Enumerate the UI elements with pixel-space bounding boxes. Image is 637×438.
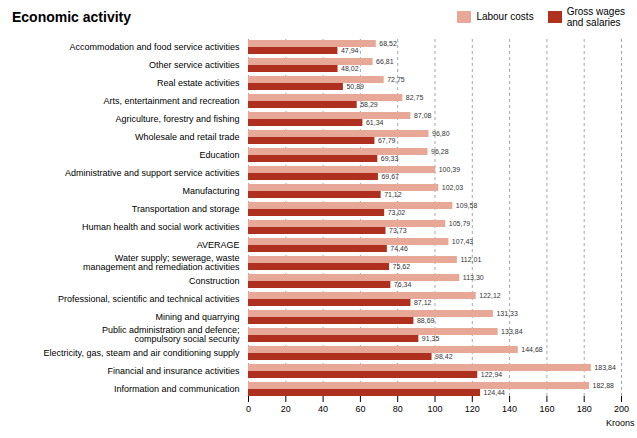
svg-text:82,75: 82,75 — [406, 94, 424, 101]
svg-text:66,81: 66,81 — [376, 58, 394, 65]
svg-text:61,34: 61,34 — [366, 119, 384, 126]
svg-text:72,75: 72,75 — [387, 76, 405, 83]
svg-text:67,79: 67,79 — [378, 137, 396, 144]
svg-text:50,89: 50,89 — [346, 83, 364, 90]
html-text:Economic activity: Economic activity — [12, 9, 131, 25]
svg-text:69,33: 69,33 — [381, 155, 399, 162]
svg-text:144,68: 144,68 — [521, 346, 543, 353]
svg-text:120: 120 — [465, 404, 480, 414]
svg-text:76,34: 76,34 — [394, 281, 412, 288]
svg-text:87,08: 87,08 — [414, 112, 432, 119]
svg-text:40: 40 — [318, 404, 328, 414]
svg-text:182,88: 182,88 — [593, 382, 615, 389]
svg-text:0: 0 — [246, 404, 251, 414]
svg-text:112,01: 112,01 — [460, 256, 481, 263]
svg-text:Real estate activities: Real estate activities — [157, 78, 240, 88]
html-text:Gross wages and salaries: Gross wages and salaries — [566, 5, 625, 28]
svg-text:88,69: 88,69 — [417, 317, 435, 324]
svg-text:47,94: 47,94 — [341, 47, 359, 54]
svg-text:Electricity, gas, steam and ai: Electricity, gas, steam and air conditio… — [44, 348, 240, 358]
svg-text:105,79: 105,79 — [449, 220, 471, 227]
svg-text:60: 60 — [355, 404, 365, 414]
svg-text:Education: Education — [199, 150, 239, 160]
svg-text:122,94: 122,94 — [481, 371, 503, 378]
svg-text:124,44: 124,44 — [484, 389, 506, 396]
svg-text:200: 200 — [614, 404, 629, 414]
svg-text:87,12: 87,12 — [414, 299, 432, 306]
svg-text:96,80: 96,80 — [432, 130, 450, 137]
svg-text:75,62: 75,62 — [393, 263, 411, 270]
svg-text:180: 180 — [577, 404, 592, 414]
svg-text:Professional, scientific and t: Professional, scientific and technical a… — [58, 294, 240, 304]
svg-text:107,43: 107,43 — [452, 238, 474, 245]
svg-text:20: 20 — [281, 404, 291, 414]
svg-text:Kroons: Kroons — [606, 418, 635, 428]
svg-text:Wholesale and retail trade: Wholesale and retail trade — [135, 132, 240, 142]
svg-text:109,58: 109,58 — [456, 202, 478, 209]
svg-text:Water supply; sewerage, wastem: Water supply; sewerage, wastemanagement … — [83, 253, 240, 272]
svg-text:58,29: 58,29 — [360, 101, 378, 108]
svg-text:Information and communication: Information and communication — [114, 384, 240, 394]
svg-text:71,12: 71,12 — [384, 191, 402, 198]
svg-text:Administrative and support ser: Administrative and support service activ… — [65, 168, 240, 178]
svg-text:74,46: 74,46 — [390, 245, 408, 252]
svg-text:Manufacturing: Manufacturing — [182, 186, 239, 196]
svg-text:100: 100 — [427, 404, 442, 414]
svg-text:Agriculture, forestry and fish: Agriculture, forestry and fishing — [115, 114, 239, 124]
svg-text:96,28: 96,28 — [431, 148, 449, 155]
svg-text:Construction: Construction — [189, 276, 240, 286]
svg-text:122,12: 122,12 — [479, 292, 501, 299]
svg-text:183,84: 183,84 — [594, 364, 616, 371]
svg-text:Other service activities: Other service activities — [149, 60, 240, 70]
svg-text:68,52: 68,52 — [379, 40, 397, 47]
svg-text:133,84: 133,84 — [501, 328, 523, 335]
svg-text:48,02: 48,02 — [341, 65, 359, 72]
svg-text:Transportation and storage: Transportation and storage — [132, 204, 240, 214]
svg-text:69,67: 69,67 — [381, 173, 399, 180]
svg-text:102,03: 102,03 — [442, 184, 464, 191]
svg-text:Public administration and defe: Public administration and defence;compul… — [102, 325, 240, 344]
svg-text:100,39: 100,39 — [439, 166, 461, 173]
svg-text:98,42: 98,42 — [435, 353, 453, 360]
svg-text:160: 160 — [539, 404, 554, 414]
svg-text:91,35: 91,35 — [422, 335, 440, 342]
svg-text:AVERAGE: AVERAGE — [197, 240, 240, 250]
svg-text:Financial and insurance activi: Financial and insurance activities — [107, 366, 240, 376]
svg-text:140: 140 — [502, 404, 517, 414]
svg-text:73,73: 73,73 — [389, 227, 407, 234]
svg-text:Arts, entertainment and recrea: Arts, entertainment and recreation — [103, 96, 239, 106]
svg-text:73,02: 73,02 — [388, 209, 406, 216]
svg-text:Mining and quarrying: Mining and quarrying — [155, 312, 239, 322]
svg-text:80: 80 — [393, 404, 403, 414]
svg-text:131,33: 131,33 — [496, 310, 518, 317]
svg-text:Human health and social work a: Human health and social work activities — [82, 222, 240, 232]
svg-text:Accommodation and food service: Accommodation and food service activitie… — [69, 42, 240, 52]
html-text:Labour costs: Labour costs — [476, 11, 534, 23]
svg-text:113,30: 113,30 — [463, 274, 484, 281]
